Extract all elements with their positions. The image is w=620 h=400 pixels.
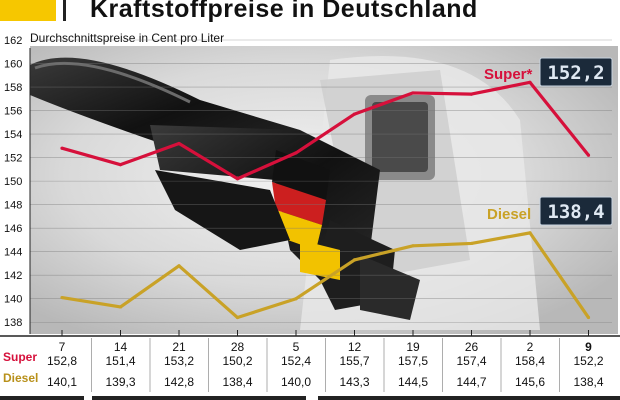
legend: Super* 152,2 Diesel 138,4 [484,57,613,226]
fuel-nozzle-photo [30,46,618,334]
data-label-diesel: 138,4 [573,375,603,389]
y-tick-label: 148 [4,200,22,212]
data-label-super: 152,8 [47,354,77,368]
x-tick-label: 5 [293,340,300,354]
x-tick-label: 9 [585,340,592,354]
y-tick-label: 158 [4,82,22,94]
data-label-diesel: 145,6 [515,375,545,389]
data-label-diesel: 140,1 [47,375,77,389]
title-bar: Kraftstoffpreise in Deutschland [0,0,620,28]
data-point [352,112,357,116]
price-display [539,57,613,87]
y-axis: 138 140 142 144 146 148 150 152 154 156 158 160 162 [0,35,620,337]
data-label-diesel: 139,3 [105,375,135,389]
x-tick-label: 26 [465,340,479,354]
data-point [294,151,298,155]
x-tick-label: 12 [348,340,362,354]
series-line-super [61,80,590,181]
data-label-diesel: 144,7 [456,375,486,389]
x-tick-label: 7 [59,340,66,354]
data-point [294,297,298,301]
data-point [177,141,181,146]
x-tick-label: 28 [231,340,245,354]
month-band [318,396,620,400]
data-point [469,241,474,246]
data-label-super: 151,4 [105,354,135,368]
data-label-diesel: 138,4 [222,375,252,389]
data-point [235,177,240,181]
y-tick-label: 154 [4,129,22,141]
x-tick-label: 14 [114,340,128,354]
price-display-value: 152,2 [547,62,604,84]
data-point [411,244,415,248]
y-tick-label: 152 [4,153,22,165]
data-label-super: 157,5 [398,354,428,368]
legend-label-super: Super* [484,66,533,83]
data-point [118,163,123,167]
bottom-bar [0,396,620,400]
data-label-diesel: 140,0 [281,375,311,389]
data-point [586,153,591,157]
data-label-super: 153,2 [164,354,194,368]
x-tick-label: 19 [406,340,420,354]
data-label-super: 152,2 [573,354,603,368]
y-tick-label: 140 [4,294,22,306]
y-tick-label: 156 [4,106,22,118]
data-label-diesel: 142,8 [164,375,194,389]
month-band [92,396,306,400]
data-label-super: 157,4 [456,354,486,368]
y-axis-label: Durchschnittspreise in Cent pro Liter [30,31,225,45]
data-point [528,231,532,235]
y-tick-label: 150 [4,176,22,188]
data-point [235,315,240,320]
row-label-super: Super [3,350,37,364]
data-label-super: 158,4 [515,354,545,368]
legend-label-diesel: Diesel [487,206,531,223]
y-tick-label: 160 [4,59,22,71]
y-tick-label: 138 [4,317,22,329]
data-point [586,315,591,320]
price-display-value: 138,4 [547,201,604,223]
accent-block [0,0,56,21]
data-point [469,92,474,96]
price-display [539,196,613,226]
data-label-diesel: 144,5 [398,375,428,389]
data-point [118,305,123,309]
data-label-super: 152,4 [281,354,311,368]
data-point [60,146,64,150]
data-point [528,80,532,84]
x-tick-label: 21 [172,340,186,354]
data-point [177,264,181,268]
data-label-super: 150,2 [222,354,252,368]
title-divider [63,0,66,21]
month-band [0,396,84,400]
y-tick-label: 162 [4,35,22,47]
data-point [411,91,415,95]
x-tick-label: 2 [527,340,534,354]
data-point [60,295,64,300]
data-label-diesel: 143,3 [339,375,369,389]
series-line-diesel [61,231,590,320]
y-tick-label: 142 [4,270,22,282]
row-label-diesel: Diesel [3,371,38,385]
chart-title: Kraftstoffpreise in Deutschland [90,0,478,23]
series-lines [60,80,591,320]
data-point [352,258,357,262]
y-tick-label: 146 [4,223,22,235]
data-label-super: 155,7 [339,354,369,368]
y-tick-label: 144 [4,247,22,259]
